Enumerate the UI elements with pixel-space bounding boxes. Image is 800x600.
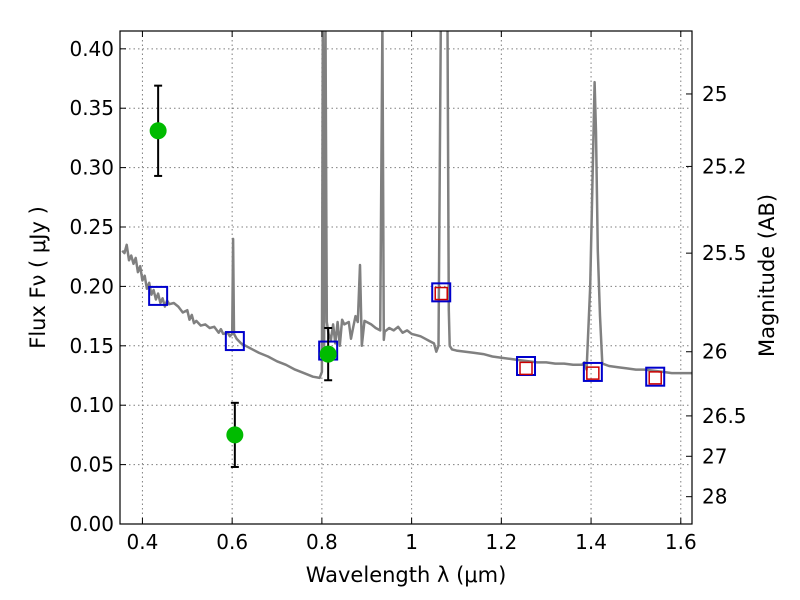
y-tick-label: 0.10 <box>69 393 114 417</box>
sed-model-line <box>121 31 692 380</box>
y-tick-label: 0.40 <box>69 37 114 61</box>
model-flux-square-blue <box>431 282 452 303</box>
model-flux-square-red <box>648 371 662 385</box>
observed-flux-point <box>319 345 337 363</box>
right-tick-label: 26 <box>702 340 727 364</box>
x-tick-label: 0.4 <box>127 530 159 554</box>
model-flux-square-red <box>519 361 533 376</box>
observed-flux-point <box>226 426 244 444</box>
y-tick-label: 0.30 <box>69 156 114 180</box>
model-flux-square-blue <box>645 366 666 387</box>
right-tick-label: 27 <box>702 444 727 468</box>
y-tick-label: 0.00 <box>69 512 114 536</box>
x-axis-label: Wavelength λ (μm) <box>306 563 507 587</box>
y-axis-label: Flux Fν ( μJy ) <box>26 206 50 349</box>
x-tick-label: 0.6 <box>216 530 248 554</box>
y-tick-label: 0.35 <box>69 96 114 120</box>
x-tick-label: 1.6 <box>665 530 697 554</box>
model-flux-square-blue <box>224 331 245 352</box>
right-tick-label: 25.2 <box>702 154 747 178</box>
grid <box>120 31 692 525</box>
y-tick-label: 0.05 <box>69 453 114 477</box>
model-flux-square-blue <box>148 285 169 306</box>
model-flux-square-red <box>434 286 448 301</box>
right-tick-label: 28 <box>702 485 727 509</box>
right-tick-label: 25.5 <box>702 241 747 265</box>
right-tick-label: 25 <box>702 82 727 106</box>
model-flux-square-blue <box>582 361 603 382</box>
right-tick-label: 26.5 <box>702 404 747 428</box>
y-tick-label: 0.15 <box>69 334 114 358</box>
plot-frame <box>119 30 693 525</box>
x-tick-label: 1 <box>405 530 418 554</box>
x-tick-label: 0.8 <box>306 530 338 554</box>
x-tick-label: 1.2 <box>485 530 517 554</box>
right-axis-label: Magnitude (AB) <box>755 194 779 357</box>
model-flux-square-red <box>586 366 600 380</box>
y-tick-label: 0.20 <box>69 274 114 298</box>
plot-area <box>121 31 692 468</box>
x-tick-label: 1.4 <box>575 530 607 554</box>
y-tick-label: 0.25 <box>69 215 114 239</box>
observed-flux-point <box>149 122 167 140</box>
axis-ticks: 0.4 0.6 0.8 1 1.2 1.4 1.6 0.00 0.05 0.10 0.15 0.20 0… <box>69 31 747 554</box>
